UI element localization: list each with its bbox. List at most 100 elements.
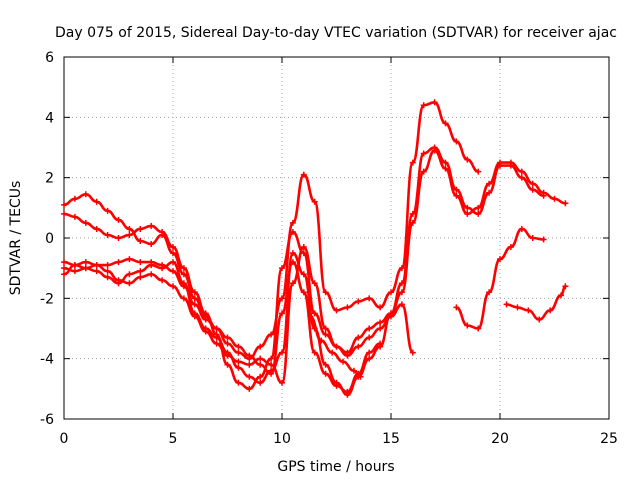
data-point	[355, 343, 362, 350]
data-point	[388, 313, 394, 320]
data-point	[366, 295, 373, 302]
data-point	[82, 265, 89, 272]
data-point	[170, 250, 176, 257]
data-point	[257, 361, 264, 368]
data-point	[344, 388, 351, 395]
data-point	[104, 268, 111, 275]
data-point	[71, 268, 78, 275]
data-point	[279, 295, 285, 302]
y-tick-label: 2	[45, 171, 54, 187]
data-point	[268, 361, 275, 368]
data-point	[475, 204, 482, 211]
data-point	[398, 301, 405, 308]
data-point	[486, 189, 493, 196]
data-point	[159, 277, 166, 284]
data-point	[322, 361, 329, 368]
data-point	[442, 120, 449, 127]
data-point	[159, 228, 166, 235]
data-point	[525, 307, 532, 314]
data-point	[398, 265, 405, 272]
data-point	[398, 280, 405, 287]
data-point	[562, 283, 569, 290]
data-point	[126, 225, 133, 232]
data-point	[71, 195, 78, 202]
data-point	[257, 343, 264, 350]
data-point	[551, 195, 558, 202]
data-point	[442, 165, 449, 172]
data-point	[464, 156, 471, 163]
data-point	[442, 159, 449, 166]
data-point	[104, 274, 111, 281]
data-point	[82, 219, 89, 226]
data-point	[475, 325, 482, 332]
data-point	[257, 373, 264, 380]
data-point	[191, 295, 198, 302]
data-point	[333, 307, 340, 314]
data-point	[126, 280, 133, 287]
data-point	[246, 385, 253, 392]
series-line-sat-a	[62, 101, 480, 360]
data-point	[279, 349, 285, 356]
data-point	[289, 259, 296, 266]
data-point	[388, 289, 394, 296]
data-point	[300, 244, 307, 251]
data-point	[377, 304, 384, 311]
data-point	[311, 280, 318, 287]
data-point	[355, 334, 362, 341]
data-point	[464, 210, 471, 217]
data-point	[420, 150, 427, 157]
data-point	[137, 225, 144, 232]
data-point	[366, 349, 373, 356]
data-point	[224, 352, 231, 359]
data-point	[137, 268, 144, 275]
series-line-sat-g	[505, 285, 567, 321]
data-point	[180, 295, 187, 302]
data-point	[431, 144, 438, 151]
data-point	[257, 355, 264, 362]
x-tick-label: 5	[169, 431, 178, 447]
data-point	[170, 244, 176, 251]
data-point	[180, 283, 187, 290]
data-point	[464, 322, 471, 329]
data-point	[453, 186, 460, 193]
data-point	[518, 225, 525, 232]
data-point	[82, 259, 89, 266]
data-point	[529, 186, 536, 193]
data-point	[540, 236, 547, 243]
data-point	[486, 180, 493, 187]
data-point	[148, 271, 155, 278]
data-point	[235, 379, 242, 386]
data-point	[148, 241, 155, 248]
data-point	[344, 352, 351, 359]
data-point	[497, 256, 503, 263]
data-point	[61, 265, 67, 272]
y-tick-label: -4	[40, 352, 54, 368]
data-point	[340, 358, 347, 365]
y-tick-label: -2	[40, 291, 54, 307]
data-point	[148, 259, 155, 266]
data-point	[518, 174, 525, 181]
x-tick-label: 15	[382, 431, 400, 447]
data-point	[180, 265, 187, 272]
x-tick-label: 25	[600, 431, 618, 447]
data-point	[170, 268, 176, 275]
data-point	[289, 219, 296, 226]
data-point	[503, 301, 510, 308]
data-point	[322, 370, 329, 377]
data-point	[322, 325, 329, 332]
data-point	[104, 231, 111, 238]
data-point	[536, 316, 543, 323]
data-point	[355, 298, 362, 305]
data-point	[497, 162, 503, 169]
data-point	[289, 228, 296, 235]
data-point	[213, 340, 220, 347]
x-tick-label: 10	[273, 431, 291, 447]
data-point	[420, 102, 427, 109]
data-point	[202, 310, 209, 317]
data-point	[191, 313, 198, 320]
y-tick-label: 4	[45, 110, 54, 126]
data-point	[453, 192, 460, 199]
data-point	[322, 331, 329, 338]
y-axis-label: SDTVAR / TECUs	[8, 181, 24, 296]
